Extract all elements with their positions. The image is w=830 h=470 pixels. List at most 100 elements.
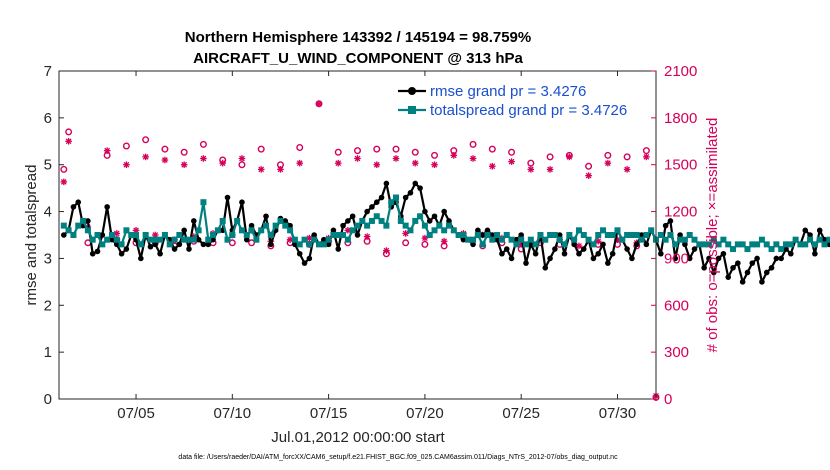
rmse-point bbox=[383, 180, 390, 187]
rmse-point bbox=[600, 241, 606, 248]
rmse-point bbox=[349, 213, 356, 220]
rmse-point bbox=[75, 199, 82, 205]
obs-assimilated-point bbox=[363, 233, 371, 240]
totalspread-point bbox=[383, 222, 390, 229]
rmse-point bbox=[633, 241, 640, 248]
obs-assimilated-point bbox=[527, 166, 535, 173]
y-tick-label: 2 bbox=[44, 297, 52, 314]
totalspread-point bbox=[624, 232, 631, 238]
totalspread-point bbox=[547, 232, 554, 238]
rmse-point bbox=[94, 248, 101, 255]
rmse-point bbox=[691, 246, 698, 252]
rmse-point bbox=[118, 250, 125, 257]
y2-tick-label: 2100 bbox=[664, 63, 697, 80]
totalspread-point bbox=[571, 236, 578, 243]
rmse-point bbox=[470, 241, 476, 248]
totalspread-point bbox=[359, 217, 366, 224]
totalspread-point bbox=[176, 232, 183, 238]
x-tick-label: 07/10 bbox=[214, 405, 252, 422]
totalspread-point bbox=[417, 213, 424, 220]
totalspread-point bbox=[388, 199, 395, 206]
totalspread-point bbox=[672, 241, 679, 248]
totalspread-point bbox=[147, 236, 154, 243]
rmse-point bbox=[595, 250, 602, 257]
rmse-point bbox=[417, 185, 423, 191]
obs-assimilated-point bbox=[180, 161, 188, 169]
rmse-point bbox=[446, 218, 452, 224]
totalspread-point bbox=[210, 232, 217, 238]
totalspread-point bbox=[696, 241, 703, 248]
y-tick-label: 6 bbox=[44, 110, 52, 127]
obs-possible-point bbox=[392, 145, 400, 153]
rmse-point bbox=[301, 260, 308, 266]
rmse-point bbox=[571, 241, 577, 248]
y-tick-label: 0 bbox=[44, 391, 52, 408]
obs-possible-point bbox=[431, 151, 439, 159]
totalspread-point bbox=[807, 236, 814, 243]
totalspread-point bbox=[797, 241, 804, 248]
obs-assimilated-stroke bbox=[258, 166, 265, 173]
rmse-point bbox=[263, 213, 269, 220]
obs-possible-point bbox=[354, 147, 362, 155]
obs-assimilated-point bbox=[257, 166, 265, 173]
obs-possible-point bbox=[199, 140, 207, 148]
totalspread-point bbox=[436, 222, 443, 229]
y-tick-label: 7 bbox=[44, 63, 52, 80]
rmse-point bbox=[422, 208, 428, 215]
totalspread-point bbox=[263, 222, 270, 229]
totalspread-point bbox=[258, 227, 265, 234]
rmse-point bbox=[812, 250, 818, 257]
y2-tick-label: 600 bbox=[664, 297, 689, 314]
obs-possible-point bbox=[373, 145, 381, 153]
rmse-point bbox=[296, 250, 303, 257]
totalspread-point bbox=[412, 217, 419, 224]
y2-tick-label: 0 bbox=[664, 391, 672, 408]
rmse-point bbox=[494, 236, 500, 243]
rmse-point bbox=[518, 232, 524, 238]
obs-assimilated-point bbox=[315, 100, 323, 108]
rmse-point bbox=[624, 246, 630, 252]
y2-tick-label: 1500 bbox=[664, 157, 697, 174]
totalspread-point bbox=[306, 241, 313, 248]
rmse-point bbox=[523, 260, 529, 266]
totalspread-point bbox=[710, 236, 717, 243]
totalspread-point bbox=[792, 236, 799, 243]
totalspread-point bbox=[253, 236, 260, 243]
x-axis-label: Jul.01,2012 00:00:00 start bbox=[271, 429, 445, 446]
rmse-point bbox=[113, 241, 120, 248]
rmse-point bbox=[152, 241, 159, 248]
obs-assimilated-stroke bbox=[142, 154, 149, 160]
obs-assimilated-stroke bbox=[566, 154, 573, 160]
totalspread-point bbox=[282, 222, 289, 229]
legend-spread-marker bbox=[408, 106, 416, 114]
obs-assimilated-stroke bbox=[412, 160, 419, 167]
obs-possible-point bbox=[402, 239, 410, 247]
totalspread-point bbox=[590, 241, 597, 248]
totalspread-point bbox=[768, 246, 775, 253]
y-axis-label: rmse and totalspread bbox=[23, 165, 40, 306]
totalspread-point bbox=[662, 236, 669, 243]
totalspread-point bbox=[619, 236, 626, 243]
rmse-point bbox=[508, 255, 515, 262]
obs-possible-point bbox=[248, 239, 256, 247]
obs-assimilated-point bbox=[123, 161, 130, 169]
rmse-point bbox=[340, 222, 346, 229]
totalspread-point bbox=[561, 241, 568, 248]
totalspread-point bbox=[234, 217, 241, 224]
rmse-point bbox=[725, 274, 732, 280]
rmse-point bbox=[532, 250, 539, 257]
rmse-point bbox=[677, 232, 683, 238]
totalspread-point bbox=[821, 241, 828, 248]
rmse-point bbox=[369, 204, 375, 210]
totalspread-point bbox=[166, 241, 173, 248]
y2-tick-label: 300 bbox=[664, 344, 689, 361]
rmse-point bbox=[335, 246, 342, 252]
totalspread-point bbox=[311, 236, 318, 243]
totalspread-point bbox=[725, 241, 732, 248]
totalspread-point bbox=[185, 236, 192, 243]
totalspread-point bbox=[498, 236, 505, 243]
obs-assimilated-stroke bbox=[508, 158, 515, 165]
y-tick-label: 1 bbox=[44, 344, 52, 361]
totalspread-point bbox=[614, 227, 621, 234]
rmse-point bbox=[181, 227, 187, 234]
